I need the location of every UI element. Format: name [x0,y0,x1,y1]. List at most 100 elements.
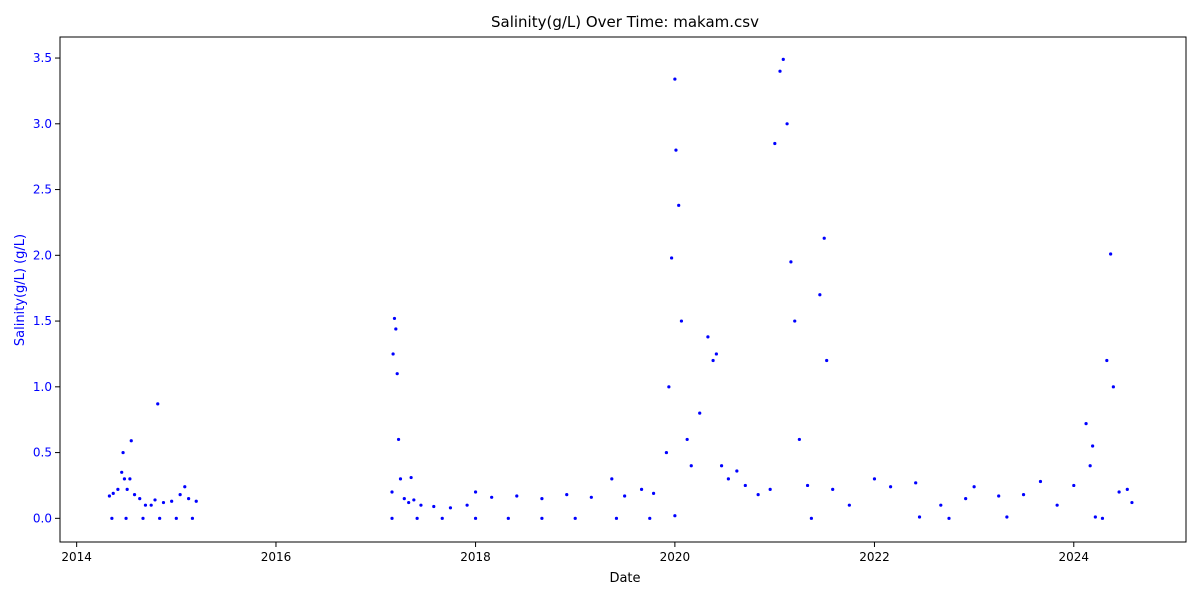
data-point-6 [125,487,129,491]
data-point-16 [170,499,174,503]
data-point-116 [1111,385,1115,389]
data-point-112 [1093,515,1097,519]
x-tick-label-0: 2014 [61,550,92,564]
data-point-35 [407,500,411,505]
data-point-106 [1038,479,1043,484]
data-point-38 [419,503,423,507]
data-point-115 [1109,252,1113,256]
data-point-85 [789,260,793,264]
data-point-95 [872,477,877,481]
data-point-42 [473,490,478,494]
y-tick-label-3: 1.5 [33,314,52,328]
data-layer [107,57,1134,520]
data-point-52 [390,516,394,520]
data-point-69 [685,437,689,442]
data-point-27 [390,490,394,494]
data-point-101 [964,497,968,501]
data-point-14 [156,402,160,406]
data-point-58 [573,516,577,520]
data-point-23 [141,516,145,520]
data-point-50 [639,487,644,491]
data-point-94 [809,516,813,520]
data-point-63 [667,385,671,389]
data-point-37 [412,498,416,502]
data-point-26 [190,516,195,520]
data-point-100 [947,516,951,520]
data-point-90 [822,236,826,240]
data-point-114 [1105,358,1109,363]
data-point-88 [805,483,810,488]
data-point-9 [132,493,137,497]
data-point-113 [1100,516,1105,520]
x-tick-label-5: 2024 [1059,550,1090,564]
data-point-96 [888,485,893,489]
data-point-79 [756,493,760,497]
data-point-43 [490,495,494,499]
y-axis-ticks: 0.0 0.5 1.0 1.5 2.0 2.5 3.0 3.5 [33,51,60,525]
data-point-118 [1125,487,1129,491]
data-point-29 [392,316,397,321]
y-axis-label: Salinity(g/L) (g/L) [13,234,28,346]
data-point-77 [735,469,739,473]
data-point-82 [778,69,782,73]
data-point-32 [396,437,401,442]
data-point-36 [409,475,413,480]
data-point-89 [818,293,822,297]
y-tick-label-2: 1.0 [33,380,52,394]
x-axis-ticks: 2014 2016 2018 2020 2022 2024 [61,542,1089,564]
data-point-84 [785,122,789,126]
plot-frame [59,36,1187,543]
data-point-108 [1072,483,1076,488]
data-point-83 [781,57,785,61]
data-point-104 [1005,515,1009,519]
y-tick-label-6: 3.0 [33,117,52,131]
data-point-47 [589,495,593,499]
data-point-12 [149,503,153,507]
data-point-15 [161,500,166,505]
data-point-4 [121,450,125,455]
data-point-91 [825,358,829,363]
data-point-51 [651,491,656,495]
data-point-78 [743,483,747,488]
data-point-64 [670,256,674,260]
data-point-98 [917,515,922,519]
data-point-61 [673,514,677,518]
data-point-68 [679,319,684,323]
data-point-97 [914,481,918,485]
x-axis-label: Date [609,571,640,586]
y-tick-label-1: 0.5 [33,446,52,460]
data-point-117 [1117,490,1121,494]
data-point-103 [997,494,1001,498]
data-point-71 [698,411,702,415]
data-point-25 [174,516,178,520]
data-point-55 [473,516,478,520]
data-point-54 [440,516,444,520]
data-point-72 [706,335,710,339]
data-point-76 [726,477,730,481]
data-point-13 [153,498,157,502]
data-point-65 [673,77,677,81]
chart-title: Salinity(g/L) Over Time: makam.csv [491,13,759,31]
data-point-34 [402,497,406,501]
data-point-66 [674,148,678,152]
data-point-28 [391,352,395,356]
data-point-5 [122,477,127,481]
data-point-1 [111,491,115,495]
data-point-119 [1130,500,1134,505]
data-point-11 [143,503,148,507]
data-point-24 [158,516,162,520]
y-tick-label-5: 2.5 [33,183,52,197]
y-tick-label-4: 2.0 [33,248,52,262]
y-tick-label-0: 0.0 [33,511,52,525]
data-point-81 [773,141,777,146]
data-point-93 [847,503,851,507]
data-point-0 [107,494,112,498]
data-point-87 [797,437,801,442]
data-point-44 [515,494,519,498]
data-point-7 [128,477,132,481]
data-point-70 [689,464,693,468]
data-point-99 [939,503,943,507]
data-point-111 [1091,444,1095,448]
data-point-110 [1088,464,1092,468]
